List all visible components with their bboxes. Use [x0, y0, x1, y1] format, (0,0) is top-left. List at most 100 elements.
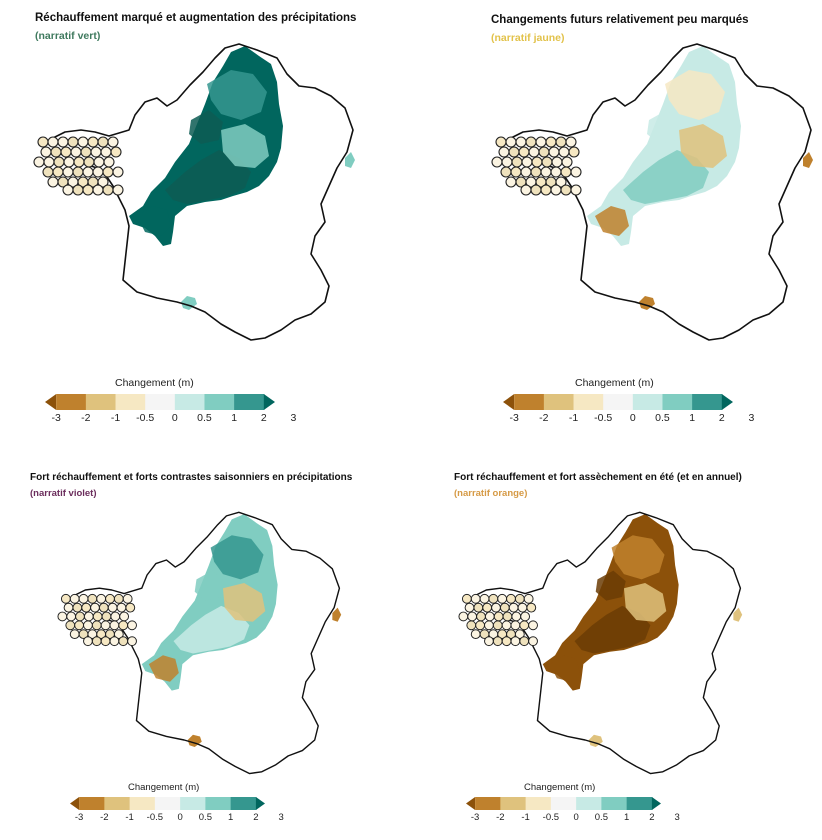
- station-marker: [67, 136, 79, 148]
- legend-title: Changement (m): [524, 782, 596, 793]
- legend-tick-label: -3: [470, 812, 480, 823]
- legend-title: Changement (m): [575, 377, 654, 389]
- colorbar-segment: [626, 797, 653, 810]
- station-marker: [97, 176, 109, 188]
- basin-patch: [611, 535, 665, 580]
- station-marker: [112, 166, 124, 178]
- station-marker: [545, 136, 557, 148]
- station-marker: [63, 602, 74, 613]
- station-marker: [482, 602, 493, 613]
- legend-title: Changement (m): [128, 782, 200, 793]
- colorbar-segment: [230, 797, 257, 810]
- station-marker: [517, 602, 528, 613]
- station-marker: [33, 156, 45, 168]
- station-marker: [528, 146, 540, 158]
- legend-colorbar: [466, 797, 661, 810]
- legend-tick-label: -3: [51, 412, 61, 424]
- legend-tick-label: 3: [674, 812, 680, 823]
- station-marker: [92, 184, 104, 196]
- station-marker: [118, 620, 129, 631]
- colorbar-arrow-left: [466, 797, 476, 810]
- legend-tick-label: 0.5: [198, 812, 212, 823]
- colorbar-segment: [174, 394, 205, 410]
- station-marker: [87, 593, 98, 604]
- basin-patch: [623, 150, 709, 204]
- station-marker: [127, 620, 137, 631]
- station-marker: [69, 629, 80, 640]
- station-marker: [491, 602, 501, 613]
- station-marker: [42, 166, 54, 178]
- panel-yellow-narrative: Changements futurs relativement peu marq…: [411, 0, 822, 440]
- station-marker: [102, 184, 114, 196]
- station-marker: [538, 146, 550, 158]
- station-marker: [492, 636, 503, 647]
- station-marker: [100, 636, 111, 647]
- station-marker: [113, 593, 124, 604]
- colorbar-segment: [204, 394, 235, 410]
- station-marker: [540, 166, 552, 178]
- basin-islet: [803, 152, 813, 168]
- panel-title: Changements futurs relativement peu marq…: [491, 14, 749, 26]
- panel-subtitle: (narratif jaune): [491, 32, 565, 44]
- colorbar-segment: [234, 394, 265, 410]
- station-marker: [555, 136, 567, 148]
- station-marker: [511, 156, 523, 168]
- legend-tick-label: -0.5: [594, 412, 613, 424]
- panel-subtitle: (narratif orange): [454, 488, 528, 499]
- station-marker: [501, 620, 512, 631]
- legend-tick-label: 3: [748, 412, 755, 424]
- station-marker: [107, 136, 119, 148]
- colorbar-segment: [500, 797, 527, 810]
- colorbar-segment: [576, 797, 602, 810]
- station-marker: [80, 146, 92, 158]
- basin-patch: [665, 70, 725, 120]
- station-marker: [78, 593, 89, 604]
- colorbar-arrow-right: [263, 394, 275, 410]
- legend-tick-label: 0.5: [655, 412, 670, 424]
- colorbar-segment: [543, 394, 575, 410]
- station-marker: [508, 602, 519, 613]
- station-marker: [464, 602, 475, 613]
- station-marker: [74, 620, 85, 631]
- station-marker: [97, 136, 109, 148]
- panel-orange-narrative: Fort réchauffement et fort assèchement e…: [411, 440, 822, 840]
- station-marker: [530, 166, 542, 178]
- station-marker: [81, 602, 92, 613]
- colorbar-segment: [145, 394, 176, 410]
- station-marker: [70, 146, 82, 158]
- legend-colorbar: [70, 797, 265, 810]
- station-marker: [83, 636, 93, 647]
- station-marker: [521, 156, 533, 168]
- basin-patch: [210, 535, 264, 580]
- station-marker: [53, 156, 65, 168]
- station-marker: [479, 593, 490, 604]
- basin-islet: [733, 607, 743, 622]
- station-marker: [540, 184, 552, 196]
- colorbar-arrow-right: [721, 394, 733, 410]
- station-marker: [514, 593, 525, 604]
- colorbar-arrow-left: [70, 797, 80, 810]
- station-marker: [514, 629, 525, 640]
- france-map: [57, 511, 342, 775]
- station-marker: [491, 156, 503, 168]
- station-marker: [125, 602, 136, 613]
- colorbar-segment: [475, 797, 501, 810]
- station-marker: [560, 166, 572, 178]
- station-marker: [508, 146, 520, 158]
- station-marker: [112, 184, 124, 196]
- station-marker: [103, 156, 115, 168]
- basin-islet: [345, 152, 355, 168]
- station-marker: [560, 184, 572, 196]
- station-marker: [551, 156, 563, 168]
- station-marker: [561, 156, 573, 168]
- station-marker: [493, 611, 504, 622]
- station-marker: [65, 620, 76, 631]
- station-marker: [568, 146, 580, 158]
- basin-patch: [221, 124, 269, 168]
- station-marker: [548, 146, 560, 158]
- station-marker: [119, 611, 130, 622]
- legend-tick-label: 2: [649, 812, 655, 823]
- colorbar-segment: [205, 797, 232, 810]
- station-marker: [75, 611, 85, 622]
- colorbar-segment: [550, 797, 577, 810]
